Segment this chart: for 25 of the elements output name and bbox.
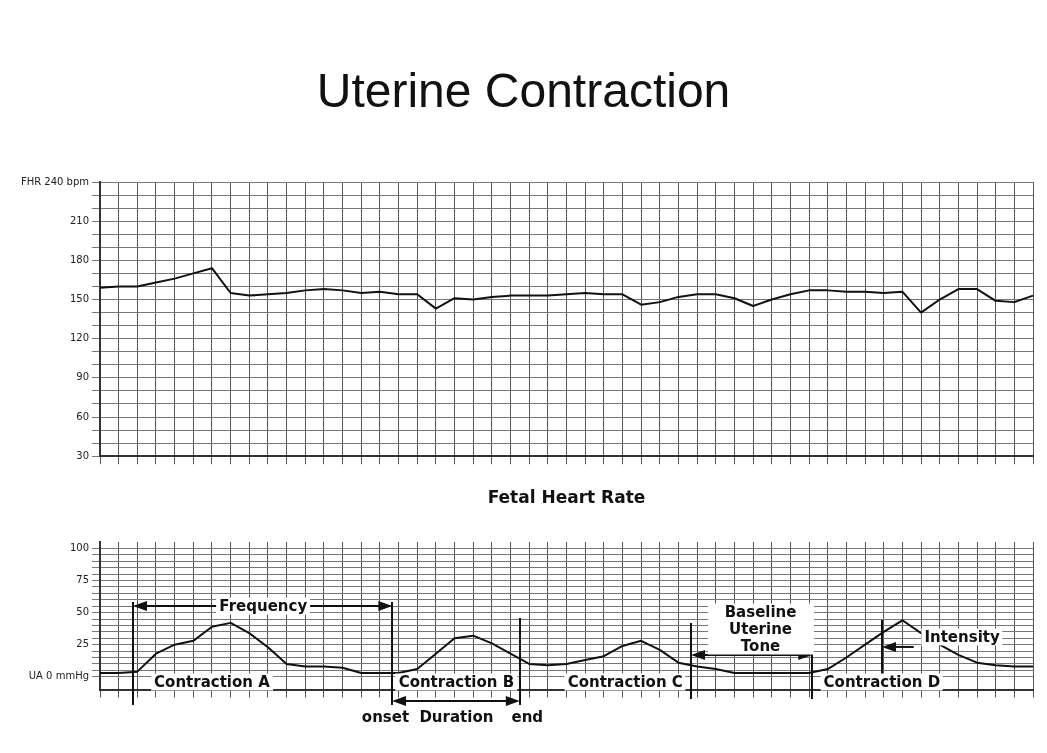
y-tick-label: UA 0 mmHg [28, 670, 89, 682]
y-tick-label: 150 [69, 293, 89, 305]
y-tick-label: FHR 240 bpm [20, 175, 89, 187]
text: end [508, 707, 547, 726]
annotation: Contraction A [151, 672, 273, 691]
y-tick-label: 180 [69, 253, 89, 265]
y-tick-label: 25 [76, 638, 89, 650]
annotation: Intensity [921, 627, 1003, 646]
y-tick-label: 30 [76, 449, 89, 461]
annotation: Contraction B [395, 672, 518, 691]
annotation: Contraction C [564, 672, 686, 691]
y-tick-label: 60 [76, 410, 89, 422]
y-tick-label: 90 [76, 371, 89, 383]
annotation: Frequency [216, 596, 311, 615]
text: onset [358, 707, 413, 726]
y-tick-label: 120 [69, 332, 89, 344]
annotation: Contraction D [820, 672, 944, 691]
x-axis-title: Fetal Heart Rate [487, 487, 646, 508]
chart-title: Uterine Contraction [315, 63, 732, 119]
y-tick-label: 50 [76, 606, 89, 618]
annotation: Baseline Uterine Tone [707, 602, 814, 655]
y-tick-label: 75 [76, 574, 89, 586]
y-tick-label: 210 [69, 214, 89, 226]
y-tick-label: 100 [69, 542, 89, 554]
text: Duration [416, 707, 497, 726]
